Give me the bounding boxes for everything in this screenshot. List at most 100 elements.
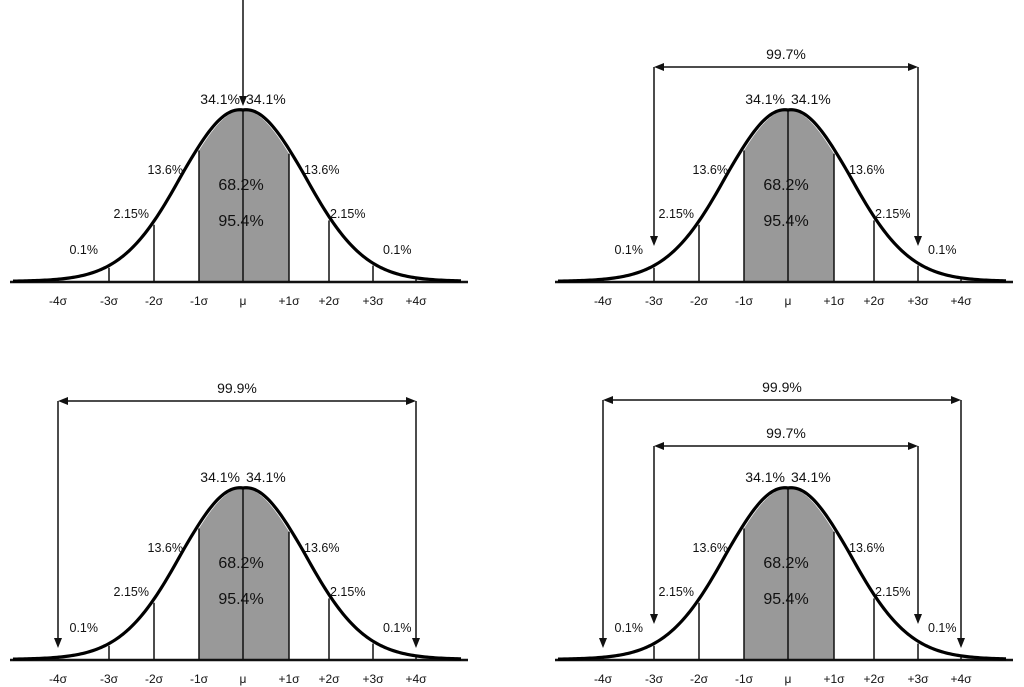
- label-band1-right: 13.6%: [304, 541, 339, 555]
- axis-label: -1σ: [190, 672, 209, 686]
- axis-label: +2σ: [863, 294, 885, 308]
- label-band1-left: 13.6%: [693, 163, 728, 177]
- axis-label: -1σ: [190, 294, 209, 308]
- arrowhead-down-icon: [650, 614, 658, 624]
- arrowhead-right-icon: [951, 396, 961, 404]
- arrowhead-right-icon: [908, 442, 918, 450]
- shaded-one-sigma-area: [199, 488, 289, 660]
- axis-label: +4σ: [405, 294, 427, 308]
- label-band2-right: 2.15%: [875, 207, 910, 221]
- label-inner-68: 68.2%: [218, 555, 263, 572]
- axis-label: μ: [785, 672, 792, 686]
- arrowhead-down-icon: [650, 236, 658, 246]
- bell-curve: [12, 486, 462, 661]
- label-inner-95: 95.4%: [763, 213, 808, 230]
- axis-label: +1σ: [278, 294, 300, 308]
- label-inner-68: 68.2%: [763, 555, 808, 572]
- axis-label: +2σ: [318, 672, 340, 686]
- label-band2-left: 2.15%: [659, 207, 694, 221]
- label-band3-left: 0.1%: [70, 243, 99, 257]
- axis-label: +1σ: [278, 672, 300, 686]
- axis-label: -3σ: [100, 294, 119, 308]
- arrowhead-icon: [239, 96, 247, 106]
- label-band1-right: 13.6%: [849, 541, 884, 555]
- axis-label: μ: [240, 294, 247, 308]
- label-band1-left: 13.6%: [148, 541, 183, 555]
- arrowhead-left-icon: [654, 63, 664, 71]
- range-label: 99.7%: [766, 425, 806, 441]
- axis-label: -3σ: [645, 672, 664, 686]
- panel-bottom-right: -4σ -3σ -2σ -1σ μ +1σ +2σ +3σ +4σ 34.1% 34.1% 13.6%…: [555, 379, 1013, 686]
- axis-label: μ: [240, 672, 247, 686]
- label-inner-68: 68.2%: [218, 177, 263, 194]
- label-center-right: 34.1%: [791, 91, 831, 107]
- axis-label: +2σ: [863, 672, 885, 686]
- axis-label: -4σ: [594, 294, 613, 308]
- axis-label: +3σ: [362, 294, 384, 308]
- label-band3-right: 0.1%: [928, 243, 957, 257]
- bell-curve: [557, 486, 1007, 661]
- axis-label: -2σ: [690, 294, 709, 308]
- bell-curve: [557, 108, 1007, 283]
- axis-label: +4σ: [950, 294, 972, 308]
- label-inner-95: 95.4%: [218, 213, 263, 230]
- label-band3-right: 0.1%: [928, 621, 957, 635]
- axis-label: +3σ: [362, 672, 384, 686]
- range-label: 99.9%: [217, 380, 257, 396]
- arrowhead-left-icon: [603, 396, 613, 404]
- label-band3-left: 0.1%: [615, 243, 644, 257]
- axis-label: -1σ: [735, 294, 754, 308]
- label-band3-left: 0.1%: [70, 621, 99, 635]
- label-band2-right: 2.15%: [875, 585, 910, 599]
- arrowhead-down-icon: [54, 638, 62, 648]
- label-center-right: 34.1%: [246, 469, 286, 485]
- shaded-one-sigma-area: [199, 110, 289, 282]
- bell-curve: [12, 108, 462, 283]
- label-center-left: 34.1%: [200, 469, 240, 485]
- axis-label: -3σ: [100, 672, 119, 686]
- label-band2-right: 2.15%: [330, 207, 365, 221]
- axis-label: -4σ: [594, 672, 613, 686]
- shaded-one-sigma-area: [744, 488, 834, 660]
- range-label: 99.7%: [766, 46, 806, 62]
- label-inner-68: 68.2%: [763, 177, 808, 194]
- label-center-left: 34.1%: [745, 91, 785, 107]
- label-inner-95: 95.4%: [763, 591, 808, 608]
- axis-label: +3σ: [907, 672, 929, 686]
- axis-label: -4σ: [49, 294, 68, 308]
- panel-top-right: -4σ -3σ -2σ -1σ μ +1σ +2σ +3σ +4σ 34.1% 34.1% 13.6%…: [555, 46, 1013, 308]
- label-band3-left: 0.1%: [615, 621, 644, 635]
- axis-label: +2σ: [318, 294, 340, 308]
- label-band2-right: 2.15%: [330, 585, 365, 599]
- axis-label: -2σ: [145, 672, 164, 686]
- axis-label: -2σ: [690, 672, 709, 686]
- label-band2-left: 2.15%: [659, 585, 694, 599]
- label-band3-right: 0.1%: [383, 243, 412, 257]
- label-band3-right: 0.1%: [383, 621, 412, 635]
- arrowhead-down-icon: [914, 614, 922, 624]
- axis-label: -1σ: [735, 672, 754, 686]
- label-band1-right: 13.6%: [304, 163, 339, 177]
- label-center-right: 34.1%: [246, 91, 286, 107]
- label-center-left: 34.1%: [745, 469, 785, 485]
- label-center-left: 34.1%: [200, 91, 240, 107]
- axis-label: -2σ: [145, 294, 164, 308]
- arrowhead-right-icon: [908, 63, 918, 71]
- arrowhead-down-icon: [412, 638, 420, 648]
- axis-label: +4σ: [950, 672, 972, 686]
- panel-bottom-left: -4σ -3σ -2σ -1σ μ +1σ +2σ +3σ +4σ 34.1% 34.1% 13.6%…: [10, 380, 468, 686]
- axis-label: +1σ: [823, 672, 845, 686]
- axis-label: +1σ: [823, 294, 845, 308]
- panel-top-left: -4σ -3σ -2σ -1σ μ +1σ +2σ +3σ +4σ 34.1% 34.1% 13.6%…: [10, 0, 468, 308]
- label-center-right: 34.1%: [791, 469, 831, 485]
- axis-label: +3σ: [907, 294, 929, 308]
- label-band1-right: 13.6%: [849, 163, 884, 177]
- arrowhead-left-icon: [58, 397, 68, 405]
- label-inner-95: 95.4%: [218, 591, 263, 608]
- label-band2-left: 2.15%: [114, 207, 149, 221]
- axis-label: +4σ: [405, 672, 427, 686]
- arrowhead-left-icon: [654, 442, 664, 450]
- shaded-one-sigma-area: [744, 110, 834, 282]
- range-label: 99.9%: [762, 379, 802, 395]
